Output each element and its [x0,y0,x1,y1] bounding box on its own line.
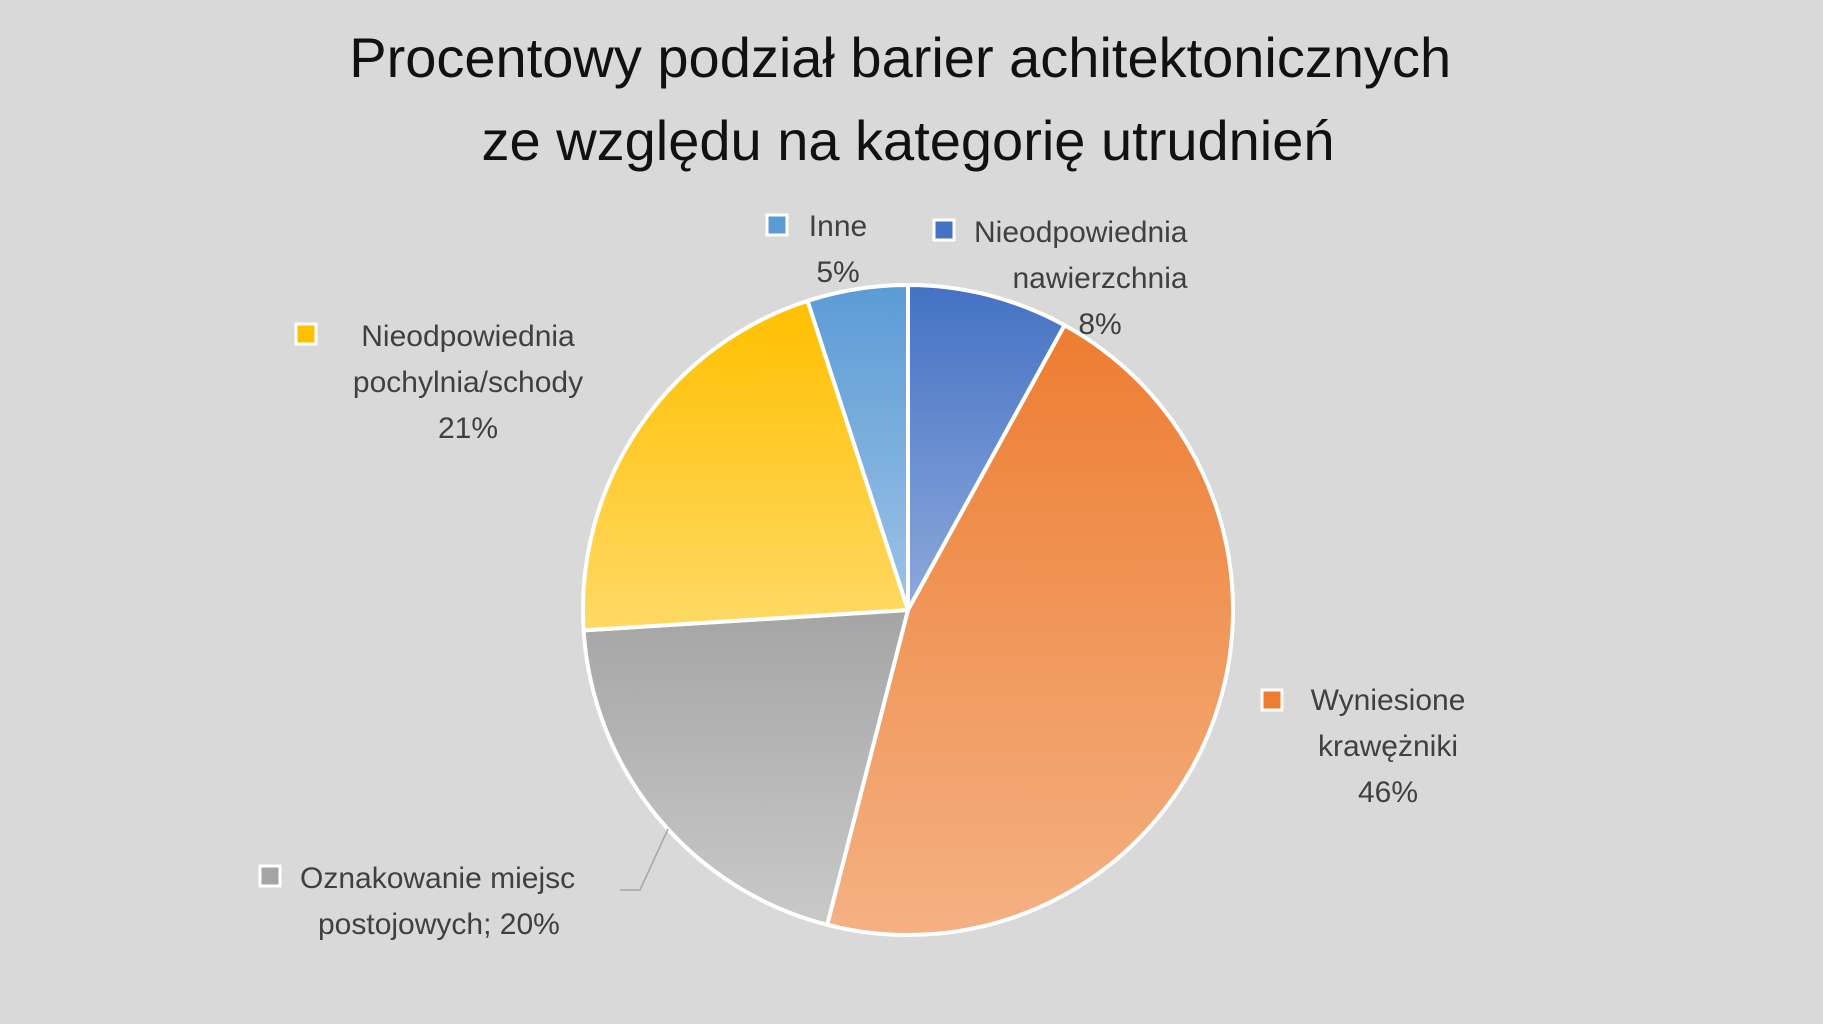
data-label-oznakowanie-line-1: Oznakowanie miejsc [300,862,575,895]
data-label-krawezniki-line-2: krawężniki [1318,730,1458,763]
chart-title-line-1: Procentowy podział barier achitektoniczn… [349,26,1451,89]
legend-key-oznakowanie [258,864,282,888]
data-label-nawierzchnia: Nieodpowiednia nawierzchnia 8% [974,216,1188,341]
pie-slice-nawierzchnia [906,283,1067,612]
pie-slice-inne [805,283,910,612]
pie-slice-oznakowanie [581,608,910,927]
data-label-nawierzchnia-line-1: Nieodpowiednia [974,216,1188,249]
data-label-oznakowanie: Oznakowanie miejsc postojowych; 20% [300,862,575,941]
data-labels: Nieodpowiednia nawierzchnia 8% Wyniesione kr… [258,210,1466,941]
chart-title-line-2: ze względu na kategorię utrudnień [481,109,1334,172]
data-label-nawierzchnia-line-2: nawierzchnia [1012,262,1187,295]
chart-title: Procentowy podział barier achitektoniczn… [349,26,1466,172]
legend-key-pochylnia [294,322,318,346]
pie-slice-pochylnia [581,298,910,633]
data-label-krawezniki: Wyniesione krawężniki 46% [1311,684,1466,809]
data-label-oznakowanie-line-2: postojowych; 20% [318,908,560,941]
data-label-krawezniki-line-3: 46% [1358,776,1418,809]
data-label-inne: Inne 5% [809,210,867,289]
data-label-inne-line-2: 5% [816,256,859,289]
legend-key-nawierzchnia [932,218,956,242]
legend-key-krawezniki [1260,688,1284,712]
data-label-pochylnia-line-2: pochylnia/schody [353,366,583,399]
data-label-pochylnia-line-1: Nieodpowiednia [361,320,575,353]
pie-slice-krawezniki [825,323,1235,937]
data-label-pochylnia-line-3: 21% [438,412,498,445]
data-label-krawezniki-line-1: Wyniesione [1311,684,1466,717]
legend-key-inne [765,213,789,237]
data-label-pochylnia: Nieodpowiednia pochylnia/schody 21% [353,320,583,445]
pie-slices [581,283,1235,937]
data-label-inne-line-1: Inne [809,210,867,243]
data-label-nawierzchnia-line-3: 8% [1078,308,1121,341]
leader-line-oznakowanie [620,828,669,891]
